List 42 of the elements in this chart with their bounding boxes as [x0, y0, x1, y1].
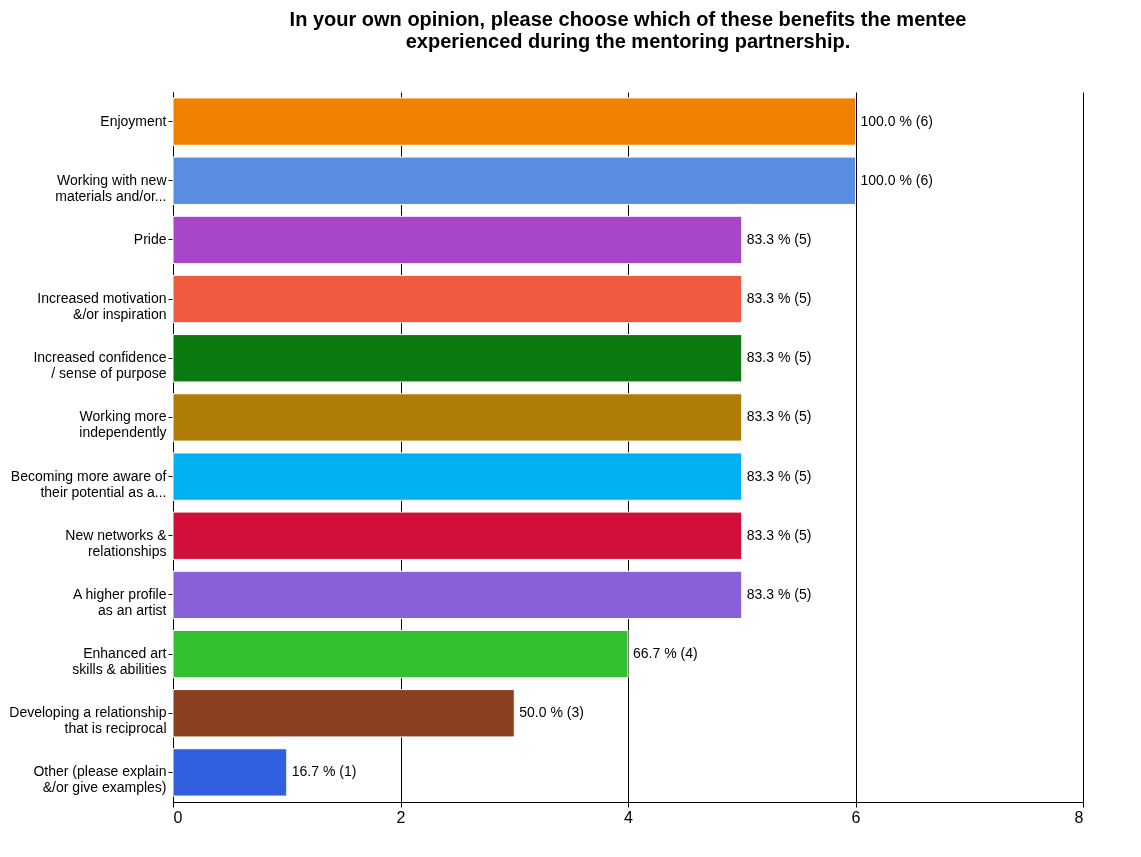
- x-tick-label: 0: [173, 808, 183, 826]
- data-label: 83.3 % (5): [746, 230, 812, 247]
- y-tick-label: Increased motivation &/or inspiration: [37, 290, 167, 323]
- data-label: 83.3 % (5): [746, 467, 812, 484]
- y-tick-label: Becoming more aware of their potential as a...: [10, 467, 167, 500]
- y-tick-label: Working more independently: [79, 408, 167, 441]
- data-label: 50.0 % (3): [519, 704, 584, 721]
- bar: [172, 215, 743, 265]
- chart-title: In your own opinion, please choose which of these benefits the mentee experienced during the mentoring partnership.: [289, 8, 967, 52]
- bar: [172, 393, 743, 442]
- data-label: 83.3 % (5): [746, 526, 812, 543]
- bar: [172, 334, 743, 383]
- bar: [172, 511, 743, 560]
- x-tick-label: 4: [624, 808, 634, 826]
- data-label: 83.3 % (5): [746, 290, 812, 307]
- data-label: 83.3 % (5): [746, 349, 812, 366]
- bar: [172, 629, 629, 679]
- y-tick-label: Working with new materials and/or...: [55, 171, 168, 204]
- bar: [172, 452, 743, 501]
- bar: [172, 97, 856, 146]
- y-tick-label: A higher profile as an artist: [73, 585, 167, 618]
- x-tick-label: 6: [851, 808, 861, 826]
- y-tick-label: Enjoyment: [100, 112, 167, 129]
- data-label: 16.7 % (1): [291, 763, 357, 780]
- y-tick-label: New networks & relationships: [65, 526, 168, 559]
- x-tick-label: 8: [1074, 808, 1084, 826]
- y-tick-label: Enhanced art skills & abilities: [72, 645, 167, 678]
- bar: [172, 274, 743, 324]
- y-tick-label: Increased confidence / sense of purpose: [33, 349, 167, 382]
- bar: [172, 156, 856, 205]
- data-label: 100.0 % (6): [860, 112, 933, 129]
- y-tick-label: Other (please explain &/or give examples): [33, 763, 167, 796]
- y-tick-label: Pride: [133, 230, 167, 247]
- data-label: 83.3 % (5): [746, 585, 812, 602]
- data-label: 100.0 % (6): [860, 171, 933, 188]
- bar: [172, 570, 743, 620]
- y-tick-label: Developing a relationship that is reciprocal: [9, 704, 167, 737]
- data-label: 83.3 % (5): [746, 408, 812, 425]
- x-tick-label: 2: [396, 808, 406, 826]
- bar: [172, 689, 515, 738]
- data-label: 66.7 % (4): [633, 645, 698, 662]
- bar: [172, 748, 288, 797]
